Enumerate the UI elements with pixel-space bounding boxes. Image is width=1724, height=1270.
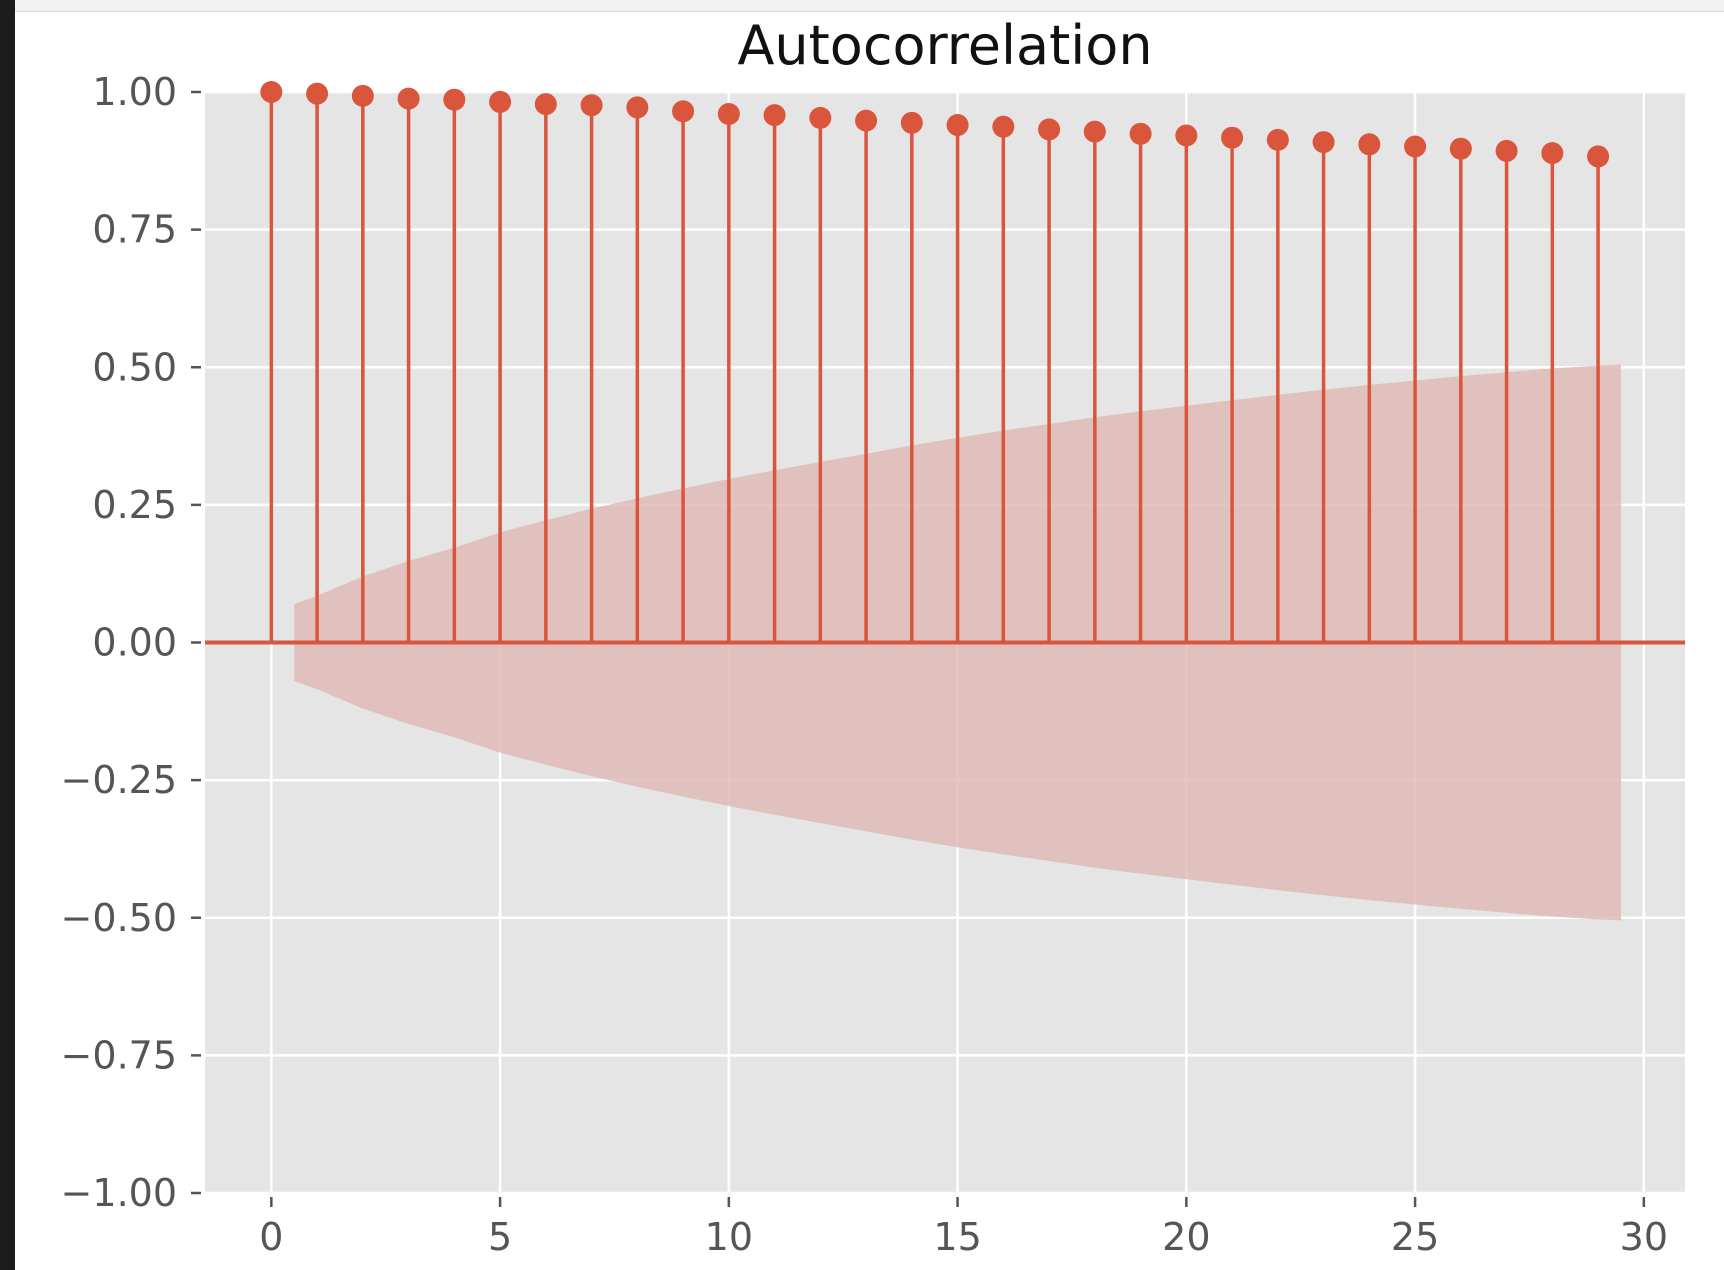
- stem-marker-27: [1495, 139, 1518, 162]
- x-tick-label: 30: [1620, 1215, 1668, 1259]
- stem-marker-22: [1266, 128, 1289, 151]
- stem-marker-2: [351, 84, 374, 107]
- y-tick-label: −0.75: [61, 1033, 177, 1077]
- stem-marker-1: [306, 82, 329, 105]
- y-axis: 1.00 0.75 0.50 0.25 0.00 −0.25 −0.50 −0.75 −1.00: [61, 70, 201, 1215]
- x-tick-label: 15: [933, 1215, 981, 1259]
- stem-marker-9: [672, 100, 695, 123]
- stem-marker-7: [580, 94, 603, 117]
- stem-marker-25: [1404, 135, 1427, 158]
- stem-marker-15: [946, 114, 969, 137]
- y-tick-label: −0.50: [61, 896, 177, 940]
- stem-marker-10: [717, 103, 740, 126]
- stem-markers: [260, 81, 1610, 168]
- stem-marker-26: [1449, 137, 1472, 160]
- stem-marker-3: [397, 87, 420, 110]
- y-tick-label: 1.00: [92, 70, 177, 114]
- stem-marker-29: [1587, 145, 1610, 168]
- stem-marker-0: [260, 81, 283, 103]
- window-edge: [0, 0, 15, 1270]
- y-tick-label: 0.00: [92, 621, 177, 665]
- window-top-edge: [15, 0, 1724, 12]
- y-tick-label: −0.25: [61, 758, 177, 802]
- stem-marker-5: [489, 90, 512, 113]
- stem-marker-6: [534, 93, 557, 116]
- stem-marker-24: [1358, 133, 1381, 156]
- stem-marker-20: [1175, 124, 1198, 147]
- y-tick-label: −1.00: [61, 1171, 177, 1215]
- x-tick-label: 10: [705, 1215, 753, 1259]
- x-tick-label: 5: [488, 1215, 512, 1259]
- stem-marker-18: [1083, 120, 1106, 143]
- x-axis: 0 5 10 15 20 25 30: [259, 1197, 1668, 1259]
- y-tick-label: 0.75: [92, 208, 177, 252]
- stem-marker-19: [1129, 122, 1152, 145]
- stems: [269, 92, 1600, 643]
- stem-marker-11: [763, 104, 786, 127]
- stem-marker-21: [1221, 126, 1244, 149]
- x-tick-label: 25: [1391, 1215, 1439, 1259]
- stem-marker-14: [900, 111, 923, 134]
- stem-marker-17: [1038, 118, 1061, 141]
- stem-marker-23: [1312, 131, 1335, 154]
- stem-marker-28: [1541, 142, 1564, 165]
- stem-marker-16: [992, 115, 1015, 138]
- y-tick-label: 0.25: [92, 483, 177, 527]
- x-tick-label: 20: [1162, 1215, 1210, 1259]
- x-tick-label: 0: [259, 1215, 283, 1259]
- stem-marker-13: [855, 109, 878, 132]
- stem-marker-4: [443, 88, 466, 111]
- chart-title: Autocorrelation: [737, 14, 1152, 77]
- stem-marker-8: [626, 96, 649, 119]
- stem-marker-12: [809, 106, 832, 129]
- y-tick-label: 0.50: [92, 345, 177, 389]
